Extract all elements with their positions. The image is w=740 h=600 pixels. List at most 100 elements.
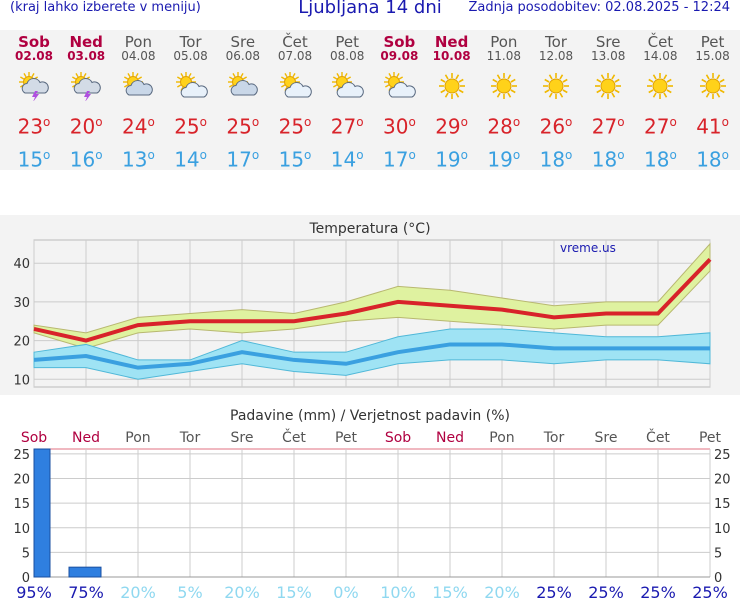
day-date: 14.08	[643, 49, 678, 63]
min-temp: 18o	[643, 147, 677, 172]
min-temp: 14o	[174, 147, 207, 172]
sun-icon	[687, 71, 739, 105]
y-tick-label-right: 20	[714, 473, 731, 488]
probability-label: 25%	[692, 583, 728, 600]
day-date: 06.08	[225, 49, 260, 63]
probability-label: 0%	[333, 583, 358, 600]
sun-icon	[530, 71, 582, 105]
top-note[interactable]: (kraj lahko izberete v meniju)	[10, 0, 201, 15]
min-temp: 17o	[226, 147, 260, 172]
max-temp: 25o	[174, 114, 207, 139]
y-tick-label-right: 25	[714, 448, 731, 463]
partly-cloudy-icon	[373, 71, 425, 105]
max-temp: 26o	[539, 114, 573, 139]
day-name: Čet	[647, 33, 674, 51]
forecast-day: Tor 12.08 26o 18o	[530, 30, 582, 170]
max-temp: 27o	[330, 114, 364, 139]
day-name: Tor	[545, 33, 567, 51]
min-temp: 19o	[435, 147, 468, 172]
day-name: Ned	[434, 33, 469, 51]
max-temp: 24o	[121, 114, 155, 139]
day-date: 04.08	[121, 49, 156, 63]
y-tick-label-right: 5	[714, 546, 722, 561]
probability-label: 20%	[224, 583, 260, 600]
max-temp: 41o	[696, 114, 729, 139]
forecast-day: Pet 08.08 27o 14o	[321, 30, 373, 170]
day-name: Sob	[18, 33, 50, 51]
day-date: 09.08	[380, 49, 419, 63]
probability-label: 75%	[68, 583, 104, 600]
y-tick-label-right: 15	[714, 497, 731, 512]
sun-icon	[634, 71, 686, 105]
day-date: 05.08	[173, 49, 208, 63]
max-temp: 25o	[226, 114, 260, 139]
probability-label: 25%	[536, 583, 572, 600]
probability-label: 15%	[432, 583, 468, 600]
sun-icon	[426, 71, 478, 105]
forecast-day: Ned 03.08 20o 16o	[60, 30, 112, 170]
day-date: 13.08	[591, 49, 626, 63]
sun-icon	[478, 71, 530, 105]
forecast-day: Pet 15.08 41o 18o	[687, 30, 739, 170]
y-tick-label: 10	[13, 373, 30, 388]
x-tick-label: Čet	[646, 428, 670, 446]
day-name: Čet	[282, 33, 308, 51]
max-temp: 25o	[278, 114, 312, 139]
day-date: 03.08	[67, 49, 106, 63]
partly-cloudy-icon	[269, 71, 321, 105]
max-temp: 28o	[487, 114, 521, 139]
probability-label: 20%	[484, 583, 520, 600]
min-temp-line	[33, 342, 710, 370]
max-temp: 29o	[435, 114, 468, 139]
x-tick-label: Ned	[72, 430, 100, 446]
y-tick-label: 0	[22, 571, 30, 586]
x-tick-label: Pet	[335, 430, 358, 446]
forecast-day: Pon 11.08 28o 19o	[478, 30, 530, 170]
precipitation-chart: Padavine (mm) / Verjetnost padavin (%) So…	[13, 408, 731, 600]
thunderstorm-icon	[8, 71, 60, 105]
x-tick-label: Ned	[436, 430, 464, 446]
partly-cloudy-icon	[165, 71, 217, 105]
probability-label: 20%	[120, 583, 156, 600]
day-date: 07.08	[277, 49, 313, 63]
day-name: Ned	[69, 33, 103, 51]
forecast-day: Sre 06.08 25o 17o	[217, 30, 269, 170]
forecast-day: Tor 05.08 25o 14o	[165, 30, 217, 170]
min-temp: 13o	[121, 147, 155, 172]
day-date: 08.08	[330, 49, 365, 63]
y-tick-label: 25	[13, 448, 30, 463]
y-tick-label: 30	[13, 296, 30, 311]
day-name: Pet	[335, 33, 359, 51]
max-temp: 27o	[643, 114, 677, 139]
x-tick-label: Pon	[125, 430, 150, 446]
y-tick-label: 20	[13, 473, 30, 488]
y-tick-label: 20	[13, 335, 30, 350]
min-temp: 15o	[17, 147, 51, 172]
day-name: Pon	[490, 33, 518, 51]
forecast-day: Čet 07.08 25o 15o	[269, 30, 321, 170]
day-name: Tor	[179, 33, 202, 51]
day-name: Sre	[230, 33, 256, 51]
min-temp: 15o	[278, 147, 312, 172]
watermark: vreme.us	[560, 241, 616, 255]
min-temp: 14o	[330, 147, 364, 172]
cloudy-sun-icon	[112, 71, 164, 105]
forecast-day: Sob 09.08 30o 17o	[373, 30, 425, 170]
x-tick-label: Čet	[282, 428, 306, 446]
page-title: Ljubljana 14 dni	[298, 0, 442, 18]
x-tick-label: Sob	[21, 430, 47, 446]
probability-label: 10%	[380, 583, 416, 600]
max-temp-line	[33, 257, 712, 343]
day-name: Pon	[124, 33, 152, 51]
min-temp: 19o	[487, 147, 521, 172]
x-tick-label: Sre	[231, 430, 254, 446]
day-date: 11.08	[486, 49, 521, 63]
y-tick-label-right: 0	[714, 571, 722, 586]
y-tick-label-right: 10	[714, 522, 731, 537]
update-time: Zadnja posodobitev: 02.08.2025 - 12:24	[468, 0, 730, 15]
cloudy-sun-icon	[217, 71, 269, 105]
max-temp: 27o	[591, 114, 625, 139]
partly-cloudy-icon	[321, 71, 373, 105]
y-tick-label: 40	[13, 257, 30, 272]
forecast-day: Pon 04.08 24o 13o	[112, 30, 164, 170]
